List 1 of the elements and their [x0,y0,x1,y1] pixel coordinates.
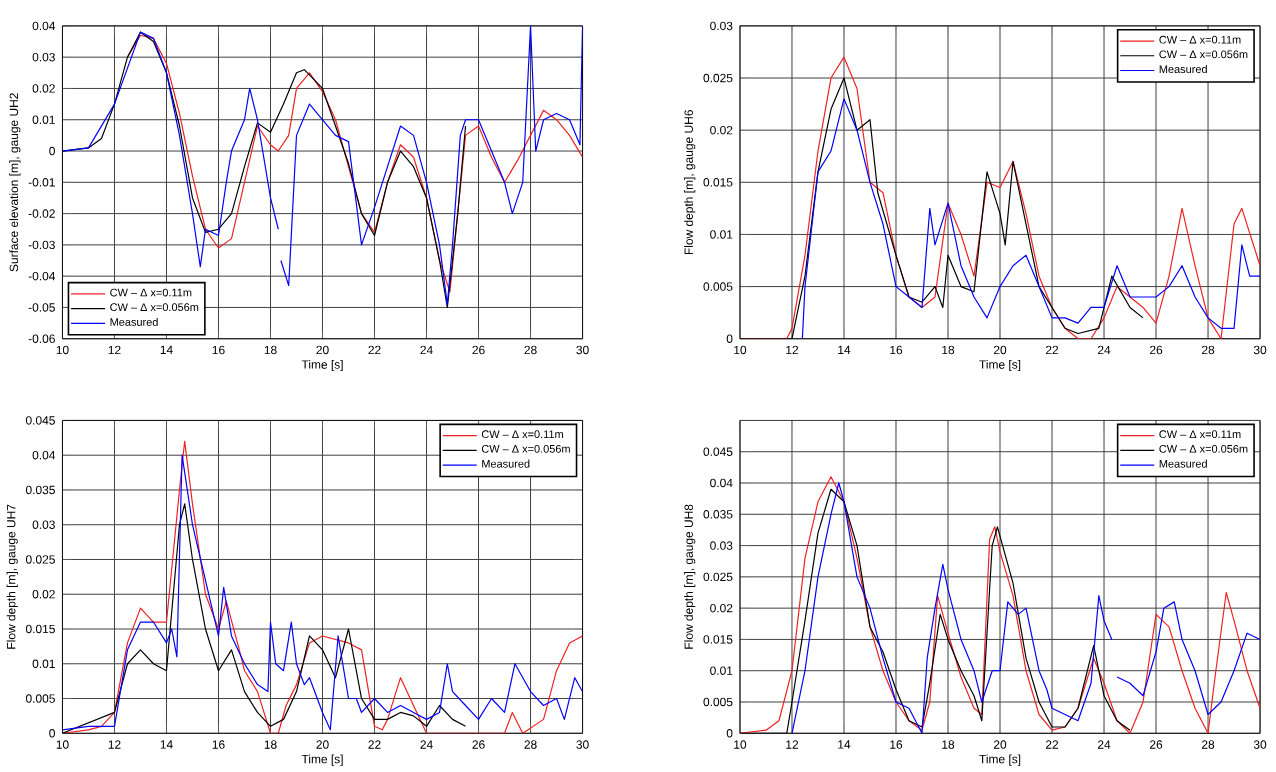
line-series [126,34,583,293]
